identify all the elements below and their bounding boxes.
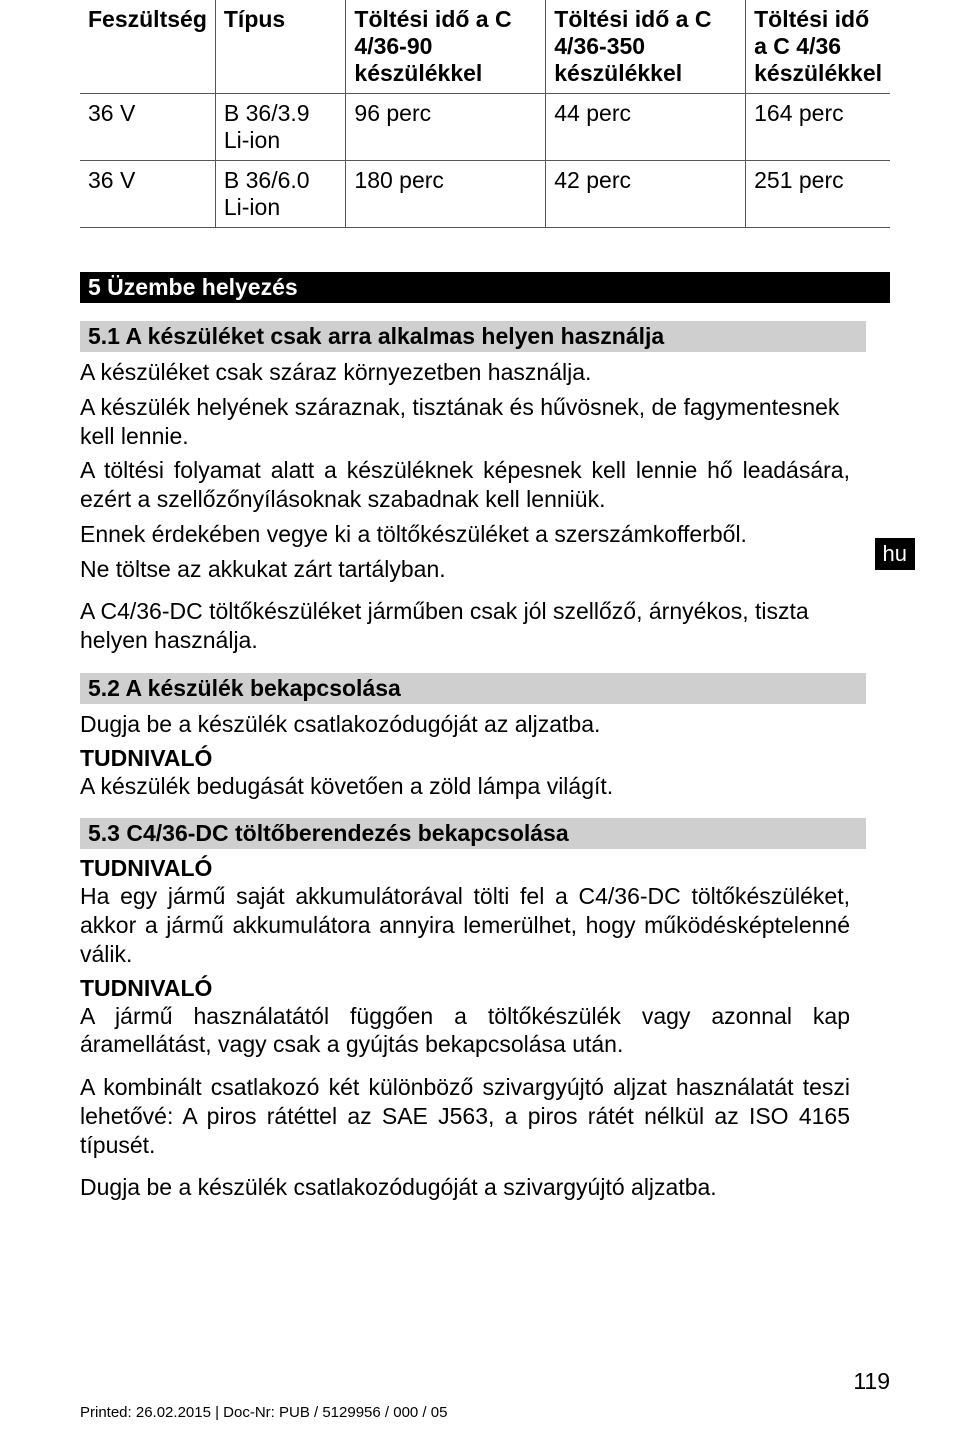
page: Feszültség Típus Töltési idő a C 4/36-90… — [0, 0, 960, 1441]
charging-table: Feszültség Típus Töltési idő a C 4/36-90… — [80, 0, 890, 228]
col-time-436: Töltési idő a C 4/36 készülékkel — [746, 0, 890, 94]
notice-label: TUDNIVALÓ — [80, 855, 890, 882]
cell-type: B 36/3.9 Li-ion — [215, 94, 346, 161]
cell-t350: 44 perc — [546, 94, 746, 161]
body-paragraph: A készüléket csak száraz környezetben ha… — [80, 358, 850, 387]
notice-label: TUDNIVALÓ — [80, 745, 890, 772]
body-paragraph: A C4/36-DC töltőkészüléket járműben csak… — [80, 597, 850, 655]
body-paragraph: A készülék bedugását követően a zöld lám… — [80, 772, 850, 801]
body-paragraph: Ha egy jármű saját akkumulátorával tölti… — [80, 882, 850, 968]
section-5-heading: 5 Üzembe helyezés — [80, 272, 890, 303]
body-paragraph: Ennek érdekében vegye ki a töltőkészülék… — [80, 520, 850, 549]
section-5-2-heading: 5.2 A készülék bekapcsolása — [80, 673, 866, 704]
cell-t90: 96 perc — [346, 94, 546, 161]
cell-type: B 36/6.0 Li-ion — [215, 161, 346, 228]
printed-line: Printed: 26.02.2015 | Doc-Nr: PUB / 5129… — [80, 1404, 447, 1421]
notice-label: TUDNIVALÓ — [80, 975, 890, 1002]
body-paragraph: Dugja be a készülék csatlakozódugóját az… — [80, 710, 850, 739]
cell-voltage: 36 V — [80, 94, 215, 161]
section-5-3-heading: 5.3 C4/36-DC töltőberendezés bekapcsolás… — [80, 818, 866, 849]
col-time-90: Töltési idő a C 4/36-90 készülékkel — [346, 0, 546, 94]
col-time-350: Töltési idő a C 4/36-350 készülékkel — [546, 0, 746, 94]
body-paragraph: Ne töltse az akkukat zárt tartályban. — [80, 555, 850, 584]
col-voltage: Feszültség — [80, 0, 215, 94]
body-paragraph: A töltési folyamat alatt a készüléknek k… — [80, 456, 850, 514]
section-5-1-heading: 5.1 A készüléket csak arra alkalmas hely… — [80, 321, 866, 352]
table-header-row: Feszültség Típus Töltési idő a C 4/36-90… — [80, 0, 890, 94]
page-number: 119 — [853, 1368, 890, 1395]
cell-t90: 180 perc — [346, 161, 546, 228]
col-type: Típus — [215, 0, 346, 94]
body-paragraph: A készülék helyének száraznak, tisztának… — [80, 393, 850, 451]
cell-t436: 164 perc — [746, 94, 890, 161]
table-row: 36 V B 36/6.0 Li-ion 180 perc 42 perc 25… — [80, 161, 890, 228]
cell-t350: 42 perc — [546, 161, 746, 228]
body-paragraph: A kombinált csatlakozó két különböző szi… — [80, 1073, 850, 1159]
cell-voltage: 36 V — [80, 161, 215, 228]
table-row: 36 V B 36/3.9 Li-ion 96 perc 44 perc 164… — [80, 94, 890, 161]
cell-t436: 251 perc — [746, 161, 890, 228]
body-paragraph: Dugja be a készülék csatlakozódugóját a … — [80, 1173, 850, 1202]
language-tab: hu — [875, 538, 915, 570]
body-paragraph: A jármű használatától függően a töltőkés… — [80, 1002, 850, 1060]
